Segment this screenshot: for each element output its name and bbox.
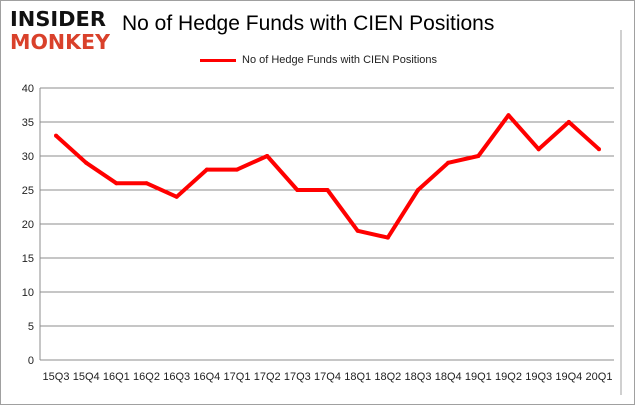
series-line	[54, 113, 601, 240]
x-tick-label: 17Q4	[314, 371, 341, 383]
x-tick-label: 19Q2	[495, 371, 522, 383]
y-tick-label: 5	[28, 321, 34, 333]
y-tick-label: 10	[22, 287, 34, 299]
y-tick-label: 15	[22, 253, 34, 265]
x-tick-label: 16Q3	[163, 371, 190, 383]
svg-text:INSIDER: INSIDER	[10, 7, 106, 31]
data-point	[385, 235, 390, 240]
data-point	[54, 133, 58, 138]
data-point	[235, 167, 239, 172]
x-tick-label: 18Q1	[344, 371, 371, 383]
y-tick-label: 0	[28, 355, 34, 367]
chart-title: No of Hedge Funds with CIEN Positions	[122, 12, 495, 35]
y-tick-label: 20	[22, 219, 34, 231]
data-point	[295, 188, 300, 192]
x-tick-label: 15Q3	[43, 371, 70, 383]
data-point	[446, 160, 451, 165]
x-tick-label: 19Q3	[525, 371, 552, 383]
y-tick-label: 40	[22, 83, 34, 95]
x-tick-label: 18Q4	[435, 371, 462, 383]
x-tick-label: 19Q4	[555, 371, 582, 383]
insider-monkey-logo: INSIDER MONKEY	[10, 7, 110, 52]
y-tick-label: 30	[22, 151, 34, 163]
legend-swatch	[200, 58, 236, 62]
data-point	[265, 154, 270, 158]
legend: No of Hedge Funds with CIEN Positions	[200, 54, 437, 66]
x-tick-label: 16Q4	[193, 371, 220, 383]
data-point	[84, 160, 89, 165]
data-point	[566, 120, 571, 124]
x-tick-label: 16Q2	[133, 371, 160, 383]
data-point	[144, 181, 149, 186]
data-point	[355, 228, 360, 233]
x-tick-label: 15Q4	[73, 371, 100, 383]
x-tick-label: 17Q3	[284, 371, 311, 383]
x-tick-label: 16Q1	[103, 371, 130, 383]
y-tick-label: 35	[22, 117, 34, 129]
data-point	[114, 181, 119, 186]
x-tick-label: 19Q1	[465, 371, 492, 383]
x-tick-label: 18Q2	[374, 371, 401, 383]
data-point	[476, 154, 481, 158]
data-point	[536, 147, 541, 152]
x-tick-label: 17Q1	[224, 371, 251, 383]
data-point	[506, 113, 511, 118]
x-tick-label: 17Q2	[254, 371, 281, 383]
svg-text:MONKEY: MONKEY	[10, 30, 110, 52]
legend-label: No of Hedge Funds with CIEN Positions	[242, 54, 438, 66]
x-tick-label: 20Q1	[586, 371, 613, 383]
data-point	[204, 167, 209, 172]
data-point	[416, 188, 420, 192]
y-tick-label: 25	[22, 185, 34, 197]
data-point	[174, 194, 179, 199]
data-point	[325, 188, 330, 192]
data-point	[597, 147, 601, 152]
x-tick-label: 18Q3	[405, 371, 432, 383]
